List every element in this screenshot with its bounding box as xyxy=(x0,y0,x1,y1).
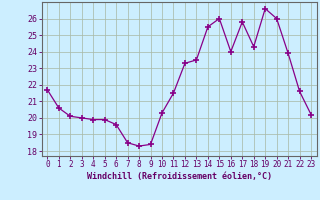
X-axis label: Windchill (Refroidissement éolien,°C): Windchill (Refroidissement éolien,°C) xyxy=(87,172,272,181)
